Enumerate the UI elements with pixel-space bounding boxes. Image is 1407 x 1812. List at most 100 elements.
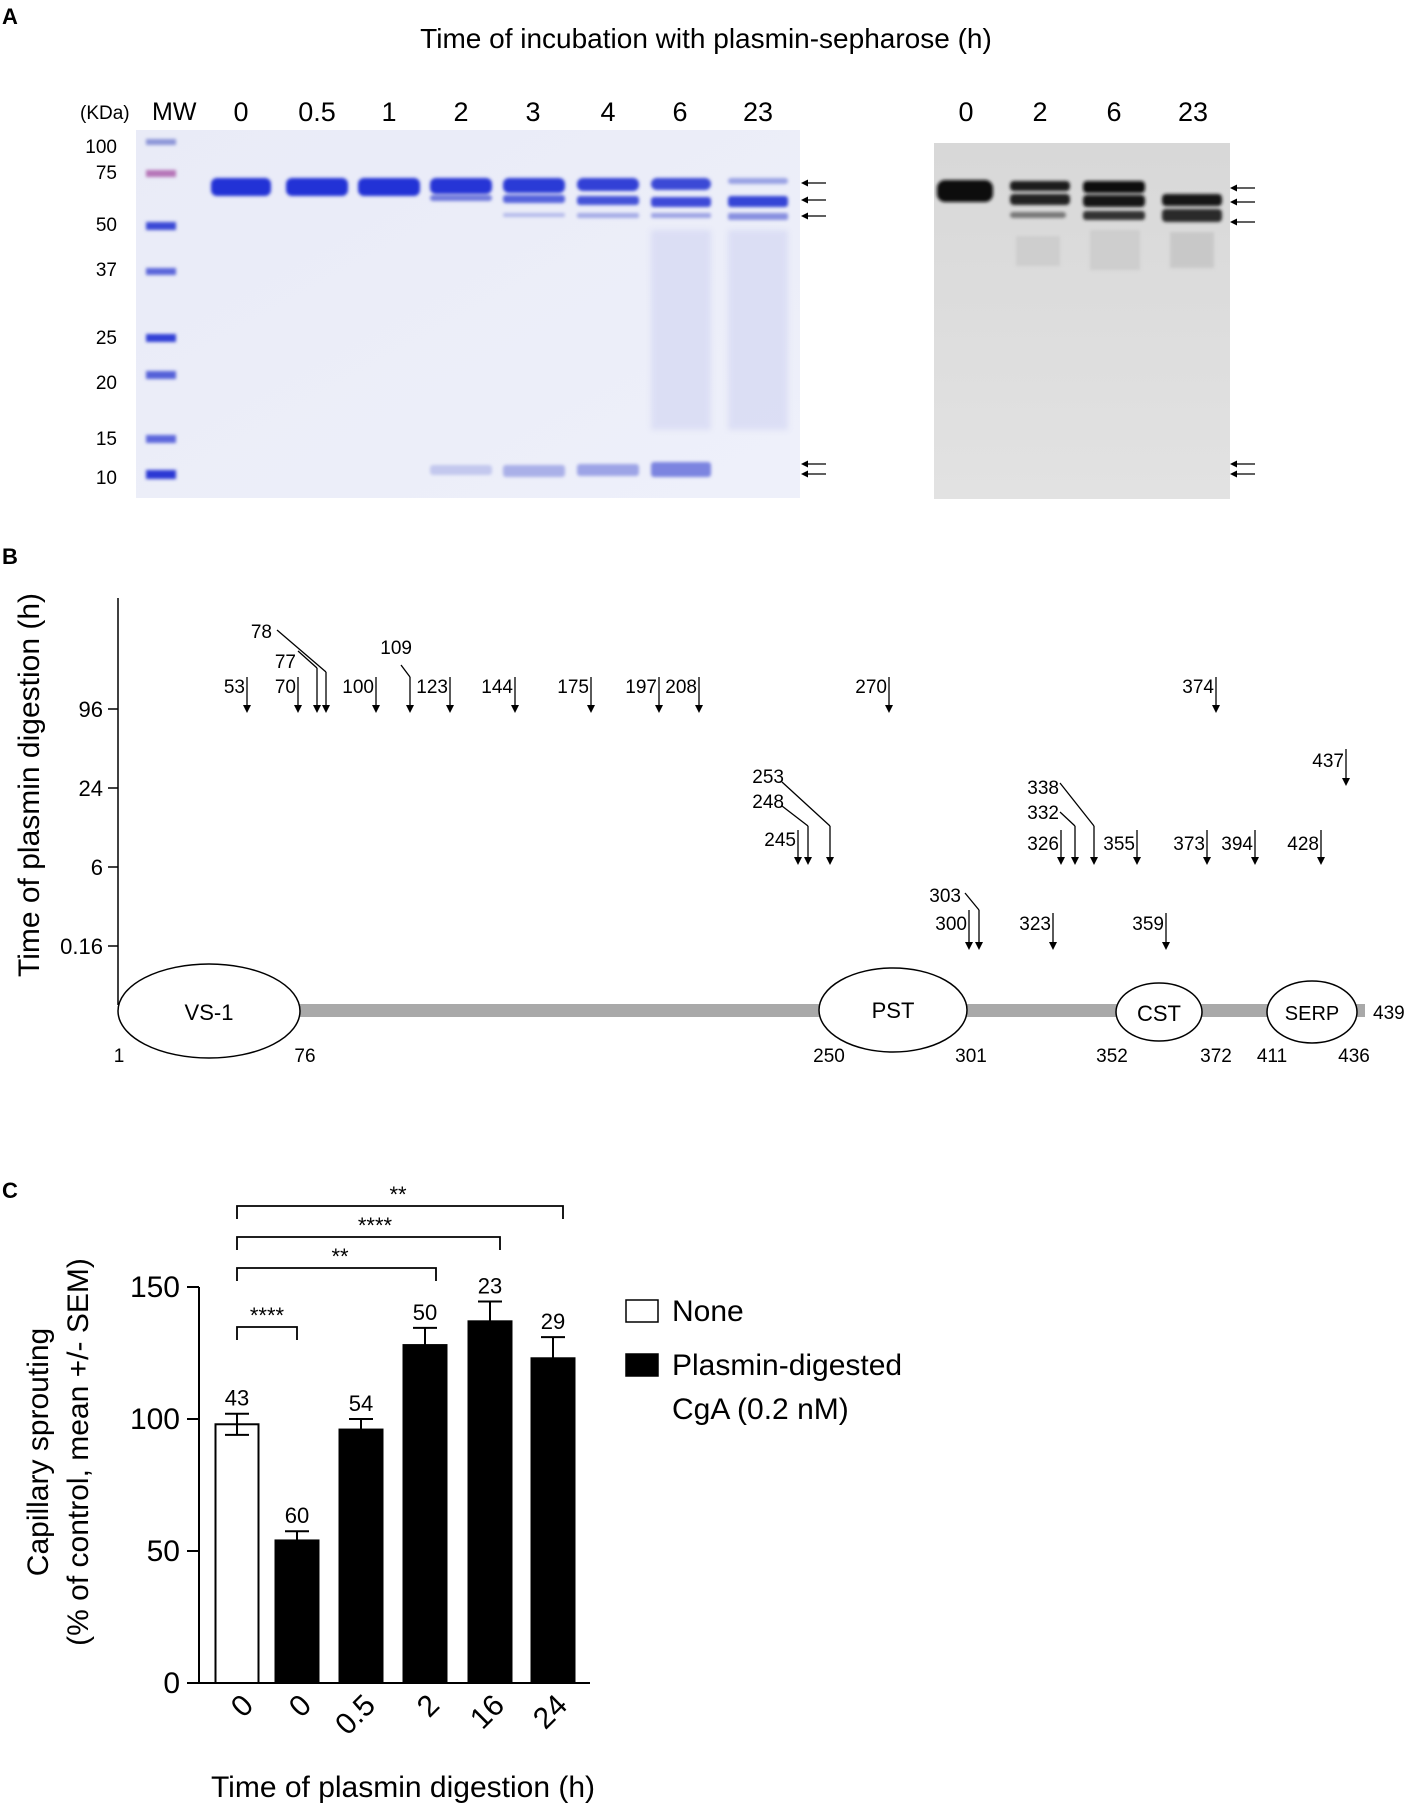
n-label: 29 [541, 1309, 565, 1334]
error-bar [541, 1336, 565, 1380]
cleavage-label: 70 [275, 677, 296, 698]
mw-marker-labels: 100 75 50 37 25 20 15 10 [85, 137, 117, 489]
chart-x-ticks: 0 0 0.5 2 16 24 [225, 1689, 574, 1742]
boundary-label: 1 [114, 1046, 125, 1067]
cleavage-label: 144 [481, 677, 513, 698]
boundary-label: 436 [1338, 1046, 1370, 1067]
mw-marker-label: 50 [96, 215, 117, 236]
bar [530, 1357, 576, 1685]
cleavage-label: 78 [251, 622, 272, 643]
domain-label: SERP [1285, 1003, 1339, 1025]
chart-error-bars [225, 1300, 565, 1550]
n-label: 50 [413, 1300, 437, 1325]
legend-label: Plasmin-digested [672, 1349, 902, 1382]
cleavage-label: 437 [1312, 751, 1344, 772]
ytick-label: 24 [79, 776, 103, 801]
y-tick-label: 0 [163, 1667, 180, 1700]
chart-y-axis [187, 1286, 200, 1684]
blot-lane-labels: 0 2 6 23 [958, 97, 1208, 127]
panel-b-axis [108, 598, 119, 1005]
significance-label: ** [331, 1244, 349, 1269]
boundary-label: 250 [813, 1046, 845, 1067]
significance-brackets [236, 1205, 564, 1340]
cleavage-label: 428 [1287, 834, 1319, 855]
legend-label: CgA (0.2 nM) [672, 1393, 849, 1426]
y-tick-label: 50 [147, 1535, 180, 1568]
gel-lane-label: 1 [381, 97, 396, 127]
significance-label: **** [250, 1303, 285, 1328]
x-tick-label: 0 [225, 1689, 260, 1724]
error-bar [349, 1418, 373, 1441]
bar [467, 1320, 513, 1684]
panel-a-letter: A [2, 4, 18, 29]
domain-cst: CST [1115, 982, 1203, 1042]
protein-length-label: 439 [1373, 1003, 1405, 1024]
cleavage-label: 270 [855, 677, 887, 698]
chart-ylabel: Capillary sprouting [22, 1328, 55, 1576]
blot-lane-label: 0 [958, 97, 973, 127]
panel-c-letter: C [2, 1178, 18, 1203]
domain-label: CST [1137, 1001, 1181, 1026]
legend-label: None [672, 1295, 744, 1328]
blot-band-arrows [1230, 184, 1255, 478]
blot-lane-label: 23 [1178, 97, 1208, 127]
cleavage-label: 248 [752, 792, 784, 813]
x-tick-label: 16 [464, 1689, 511, 1736]
boundary-label: 352 [1096, 1046, 1128, 1067]
chart-ylabel-2: (% of control, mean +/- SEM) [62, 1258, 95, 1646]
gel-lane-label: 2 [453, 97, 468, 127]
ytick-label: 0.16 [60, 934, 103, 959]
mw-marker-label: 25 [96, 328, 117, 349]
cleavage-label: 338 [1027, 778, 1059, 799]
chart-y-ticks: 0 50 100 150 [130, 1271, 180, 1700]
cleavage-label: 109 [380, 638, 412, 659]
panel-a-title: Time of incubation with plasmin-sepharos… [420, 23, 992, 54]
error-bar [285, 1530, 309, 1550]
cleavage-label: 77 [275, 652, 296, 673]
gel-lane-label: 6 [672, 97, 687, 127]
cleavage-label: 253 [752, 767, 784, 788]
error-bar [413, 1326, 437, 1363]
domain-boundary-labels: 1 76 250 301 352 372 411 436 [114, 1046, 1370, 1067]
panel-b-letter: B [2, 544, 18, 569]
cleavage-label: 303 [929, 886, 961, 907]
cleavage-label: 394 [1221, 834, 1253, 855]
legend-swatch-none [625, 1299, 659, 1323]
cleavage-site-labels: 53 70 77 78 100 109 123 144 175 197 208 … [224, 622, 1344, 935]
gel-lane-labels: 0 0.5 1 2 3 4 6 23 [233, 97, 773, 127]
cleavage-label: 53 [224, 677, 245, 698]
cleavage-arrows [246, 629, 1347, 942]
gel-bands [211, 178, 788, 477]
error-bar [478, 1300, 502, 1342]
boundary-label: 411 [1257, 1046, 1287, 1067]
panel-b-ylabel: Time of plasmin digestion (h) [13, 593, 46, 977]
cleavage-label: 245 [764, 830, 796, 851]
chart-xlabel: Time of plasmin digestion (h) [211, 1771, 595, 1804]
significance-label: **** [358, 1213, 393, 1238]
panel-b-yticks: 96 24 6 0.16 [60, 697, 103, 959]
mw-marker-label: 37 [96, 260, 117, 281]
bar [402, 1344, 448, 1684]
cleavage-label: 123 [416, 677, 448, 698]
significance-labels: **** ** **** ** [250, 1182, 407, 1328]
western-blot [934, 143, 1230, 499]
mw-label: MW [152, 98, 197, 126]
cleavage-label: 355 [1103, 834, 1135, 855]
significance-label: ** [389, 1182, 407, 1207]
cleavage-label: 326 [1027, 834, 1059, 855]
domain-label: PST [872, 998, 915, 1023]
cga-protein-map: VS-1 PST CST SERP 439 [117, 963, 1405, 1059]
bar [214, 1423, 260, 1685]
gel-smear [651, 230, 788, 430]
bar [338, 1428, 384, 1685]
mw-marker-label: 15 [96, 429, 117, 450]
cleavage-label: 197 [625, 677, 657, 698]
mw-marker-label: 10 [96, 468, 117, 489]
boundary-label: 301 [955, 1046, 987, 1067]
domain-serp: SERP [1266, 980, 1358, 1044]
legend-swatch-plasmin [625, 1353, 659, 1377]
domain-label: VS-1 [185, 1000, 234, 1025]
gel-lane-label: 23 [743, 97, 773, 127]
blot-lane-label: 6 [1106, 97, 1121, 127]
